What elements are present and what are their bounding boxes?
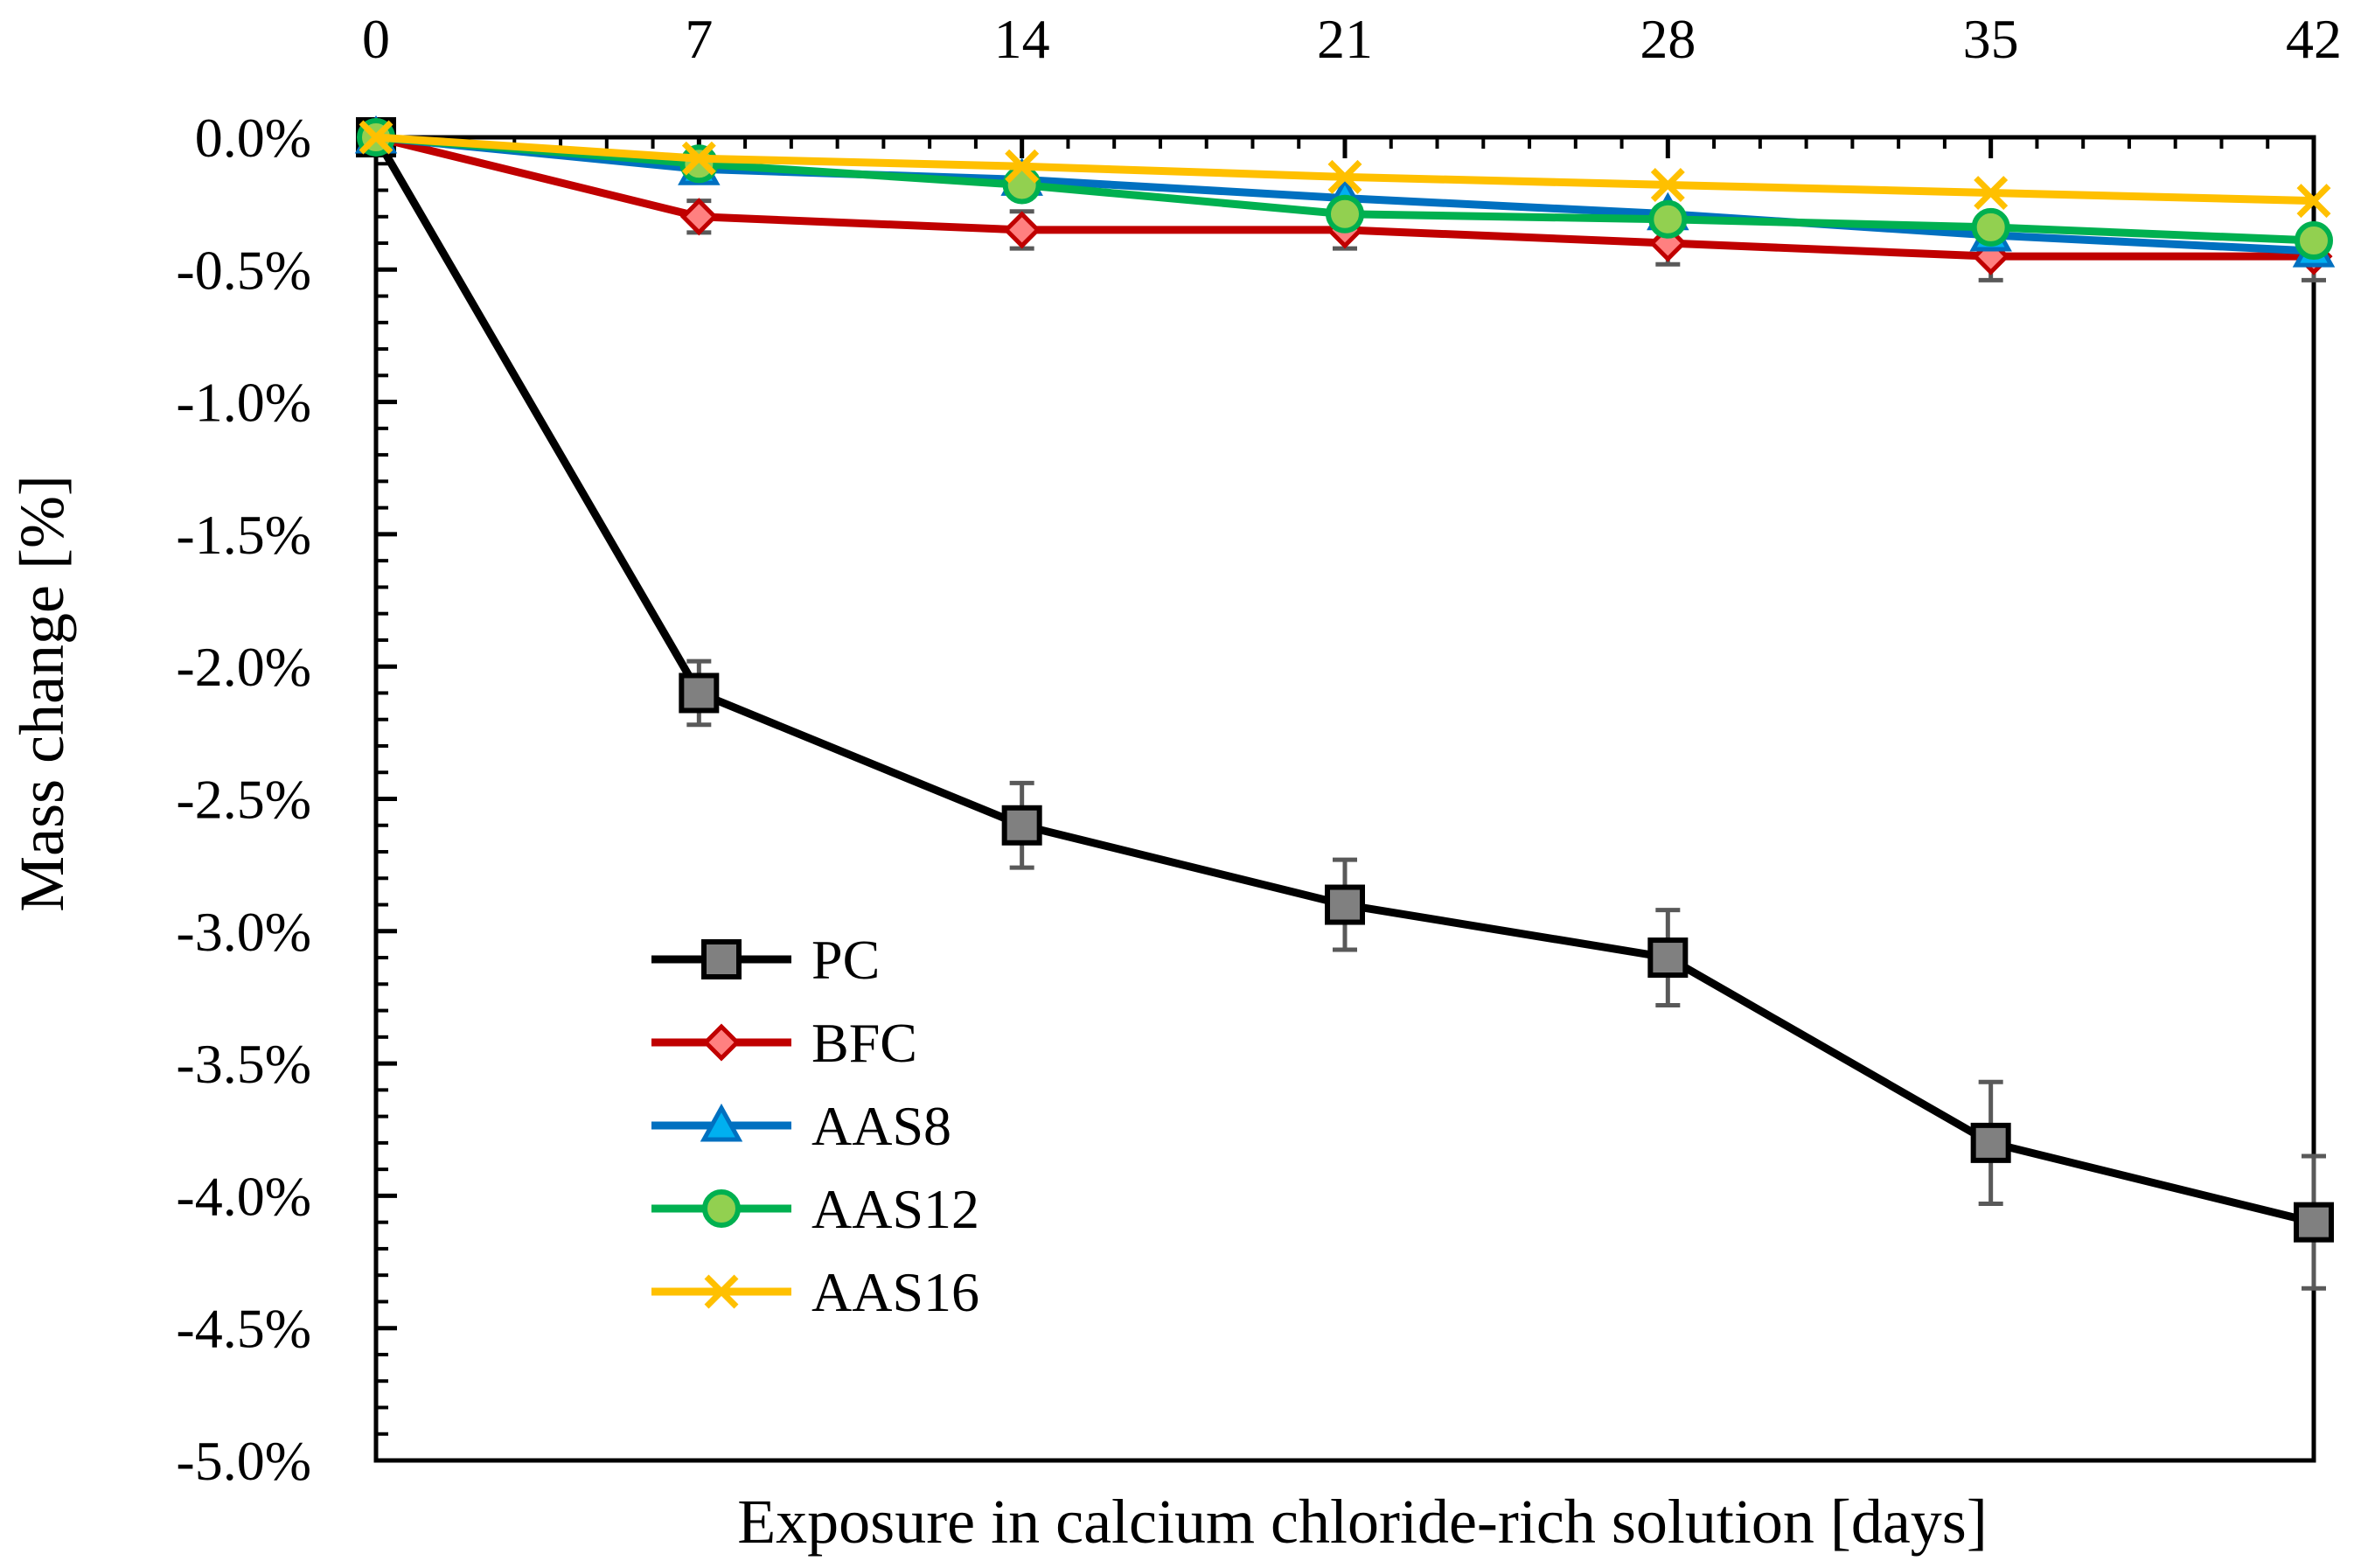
data-point: [1005, 149, 1040, 184]
data-point: [679, 672, 720, 714]
legend-item-aas12: AAS12: [651, 1178, 979, 1240]
y-axis-title: Mass change [%]: [7, 475, 77, 912]
series-aas16: [359, 120, 2331, 219]
x-tick-label: 7: [685, 8, 713, 70]
data-point: [1974, 176, 2009, 211]
y-tick-label: -1.5%: [176, 504, 311, 566]
legend-swatch-marker: [704, 1274, 739, 1309]
data-point: [359, 120, 393, 155]
data-point: [2295, 221, 2333, 261]
legend-swatch-marker: [702, 1023, 741, 1062]
series-layer: [354, 115, 2336, 1291]
y-tick-label: -5.0%: [176, 1430, 311, 1492]
plot-frame: [373, 135, 2316, 1463]
x-tick-label: 28: [1640, 8, 1696, 70]
legend-label: BFC: [811, 1012, 917, 1074]
legend-item-aas8: AAS8: [651, 1095, 951, 1157]
y-tick-label: -0.5%: [176, 239, 311, 301]
legend-swatch-marker: [702, 1189, 741, 1228]
series-line: [373, 135, 2316, 1227]
data-point: [1326, 194, 1364, 233]
y-tick-label: -3.5%: [176, 1033, 311, 1095]
data-point: [1970, 1122, 2011, 1163]
x-tick-label: 14: [994, 8, 1050, 70]
y-tick-label: -4.5%: [176, 1298, 311, 1360]
legend-item-pc: PC: [651, 929, 880, 991]
data-point: [1648, 199, 1688, 239]
y-tick-label: -3.0%: [176, 901, 311, 963]
legend-item-bfc: BFC: [651, 1012, 917, 1074]
y-tick-label: -2.0%: [176, 636, 311, 698]
legend-label: AAS16: [811, 1261, 979, 1323]
data-point: [1001, 805, 1042, 846]
x-tick-label: 21: [1317, 8, 1373, 70]
data-point: [679, 198, 718, 236]
x-tick-label: 0: [362, 8, 390, 70]
data-point: [1327, 159, 1362, 194]
data-point: [2294, 1202, 2334, 1243]
series-pc: [356, 117, 2334, 1291]
data-point: [1002, 165, 1041, 205]
y-tick-label: -2.5%: [176, 769, 311, 831]
data-point: [681, 141, 716, 176]
legend-swatch-marker: [700, 1103, 743, 1142]
legend-swatch-marker: [701, 939, 742, 979]
y-tick-label: -1.0%: [176, 372, 311, 434]
data-point: [1003, 211, 1041, 249]
y-tick-label: 0.0%: [195, 107, 311, 169]
axes-layer: 0 7 14 21 28 35 42 0.0% -0.5% -1.0% -1.5% -2.0% -2.5…: [176, 8, 2342, 1492]
x-axis-title: Exposure in calcium chloride-rich soluti…: [737, 1487, 1988, 1557]
legend-label: AAS12: [811, 1178, 979, 1240]
data-point: [1325, 884, 1365, 925]
data-point: [679, 144, 719, 184]
legend: PC BFC AAS8 AAS12 AAS16: [651, 929, 979, 1323]
x-tick-label: 42: [2286, 8, 2342, 70]
data-point: [2296, 184, 2331, 219]
x-tick-label: 35: [1963, 8, 2019, 70]
data-point: [1971, 207, 2010, 247]
legend-item-aas16: AAS16: [651, 1261, 979, 1323]
legend-label: AAS8: [811, 1095, 951, 1157]
legend-label: PC: [811, 929, 880, 991]
y-tick-label: -4.0%: [176, 1165, 311, 1227]
data-point: [1647, 937, 1689, 979]
data-point: [1650, 167, 1685, 202]
